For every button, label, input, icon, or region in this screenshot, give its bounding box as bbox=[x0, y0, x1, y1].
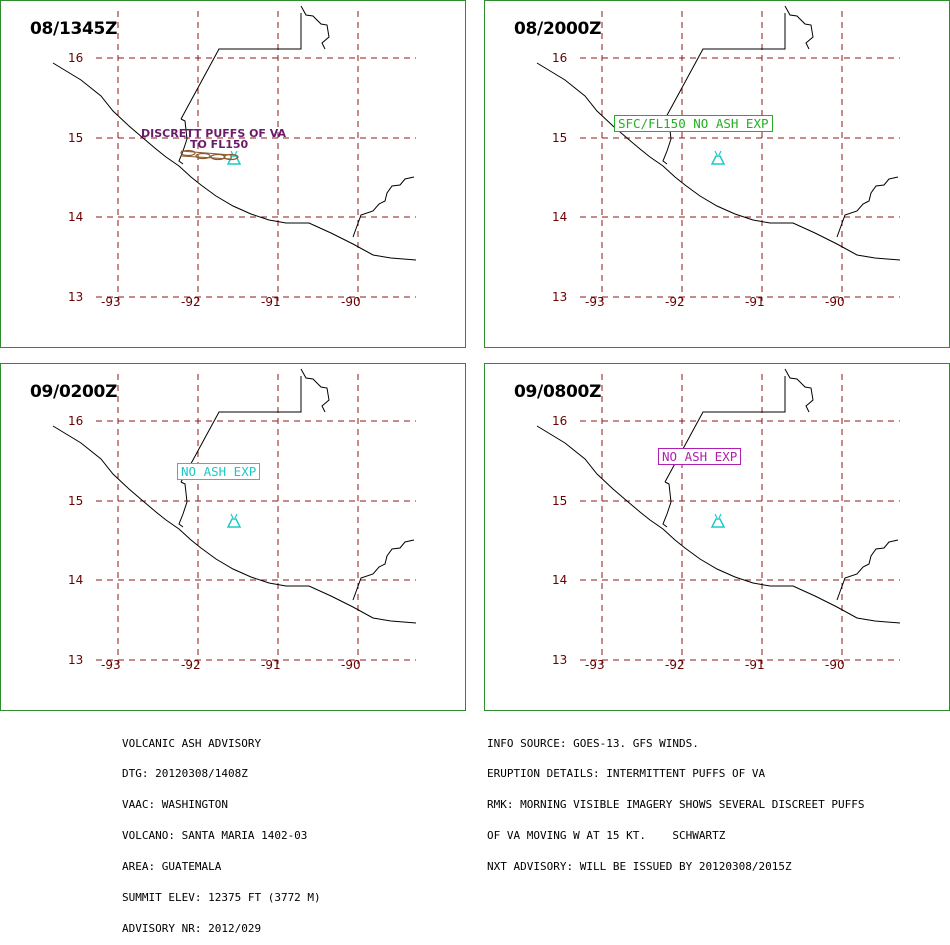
ash-puff bbox=[195, 152, 211, 160]
longitude-label: -90 bbox=[341, 295, 361, 309]
country-border bbox=[664, 376, 786, 483]
longitude-label: -90 bbox=[825, 295, 845, 309]
longitude-label: -91 bbox=[745, 295, 765, 309]
latitude-label: 14 bbox=[68, 210, 84, 224]
longitude-label: -92 bbox=[181, 295, 201, 309]
longitude-label: -90 bbox=[825, 658, 845, 672]
advisory-info-left: VOLCANIC ASH ADVISORY DTG: 20120308/1408… bbox=[122, 718, 321, 945]
advisory-line: INFO SOURCE: GOES-13. GFS WINDS. bbox=[487, 736, 699, 750]
panel-time-title: 08/1345Z bbox=[30, 19, 118, 39]
advisory-line: OF VA MOVING W AT 15 KT. SCHWARTZ bbox=[487, 829, 726, 843]
country-border bbox=[352, 176, 415, 238]
latitude-label: 16 bbox=[552, 414, 568, 428]
ash-puff bbox=[210, 153, 226, 161]
latitude-label: 13 bbox=[68, 653, 84, 667]
latitude-label: 14 bbox=[552, 573, 568, 587]
advisory-line: VAAC: WASHINGTON bbox=[122, 798, 228, 812]
ash-forecast-label: NO ASH EXP bbox=[177, 463, 261, 480]
longitude-label: -92 bbox=[181, 658, 201, 672]
latitude-label: 14 bbox=[68, 573, 84, 587]
advisory-line: SUMMIT ELEV: 12375 FT (3772 M) bbox=[122, 891, 321, 905]
latitude-label: 15 bbox=[552, 494, 568, 508]
map-panel-3: 09/0200Z NO ASH EXP 16 15 14 13 -93 -92 -91 -90 bbox=[0, 363, 466, 711]
country-border bbox=[352, 539, 415, 601]
latitude-label: 13 bbox=[552, 653, 568, 667]
panel-time-title: 08/2000Z bbox=[514, 19, 602, 39]
advisory-line: VOLCANIC ASH ADVISORY bbox=[122, 736, 262, 750]
ash-puff-outline bbox=[180, 150, 232, 160]
ash-forecast-label: NO ASH EXP bbox=[658, 448, 742, 465]
map-panel-1: 08/1345Z DISCRETT PUFFS OF VA TO FL150 1… bbox=[0, 0, 466, 348]
country-border bbox=[178, 481, 188, 528]
country-border bbox=[300, 5, 330, 50]
ash-puff-area bbox=[180, 149, 239, 161]
country-border bbox=[784, 368, 814, 413]
country-border bbox=[300, 368, 330, 413]
country-border bbox=[178, 118, 188, 165]
advisory-line: DTG: 20120308/1408Z bbox=[122, 767, 248, 781]
latitude-label: 15 bbox=[552, 131, 568, 145]
map-canvas bbox=[536, 368, 901, 664]
latitude-label: 15 bbox=[68, 131, 84, 145]
country-border bbox=[784, 5, 814, 50]
latitude-label: 16 bbox=[68, 414, 84, 428]
latitude-label: 14 bbox=[552, 210, 568, 224]
advisory-line: ERUPTION DETAILS: INTERMITTENT PUFFS OF … bbox=[487, 767, 766, 781]
ash-forecast-label: SFC/FL150 NO ASH EXP bbox=[614, 115, 773, 132]
map-panel-4: 09/0800Z NO ASH EXP 16 15 14 13 -93 -92 -91 -90 bbox=[484, 363, 950, 711]
longitude-label: -93 bbox=[585, 658, 605, 672]
country-border bbox=[662, 481, 672, 528]
latitude-label: 16 bbox=[552, 51, 568, 65]
map-canvas bbox=[52, 368, 417, 664]
volcano-icon bbox=[710, 513, 726, 528]
latitude-label: 16 bbox=[68, 51, 84, 65]
map-canvas bbox=[536, 5, 901, 301]
country-border bbox=[836, 539, 899, 601]
longitude-label: -93 bbox=[101, 295, 121, 309]
map-panel-2: 08/2000Z SFC/FL150 NO ASH EXP 16 15 14 13 -9… bbox=[484, 0, 950, 348]
longitude-label: -92 bbox=[665, 658, 685, 672]
country-border bbox=[180, 13, 302, 120]
advisory-line: ADVISORY NR: 2012/029 bbox=[122, 921, 262, 935]
country-border bbox=[664, 13, 786, 120]
longitude-label: -91 bbox=[261, 295, 281, 309]
ash-annotation-line1: DISCRETT PUFFS OF VA bbox=[141, 127, 287, 140]
latitude-label: 13 bbox=[552, 290, 568, 304]
coastline bbox=[52, 425, 417, 624]
coastline bbox=[536, 62, 901, 261]
longitude-label: -91 bbox=[745, 658, 765, 672]
country-border bbox=[836, 176, 899, 238]
country-border bbox=[180, 376, 302, 483]
coastline bbox=[536, 425, 901, 624]
ash-annotation-line2: TO FL150 bbox=[190, 138, 249, 151]
panel-time-title: 09/0200Z bbox=[30, 382, 118, 402]
advisory-line: VOLCANO: SANTA MARIA 1402-03 bbox=[122, 829, 308, 843]
latitude-label: 15 bbox=[68, 494, 84, 508]
longitude-label: -93 bbox=[585, 295, 605, 309]
longitude-label: -90 bbox=[341, 658, 361, 672]
advisory-line: RMK: MORNING VISIBLE IMAGERY SHOWS SEVER… bbox=[487, 798, 865, 812]
longitude-label: -91 bbox=[261, 658, 281, 672]
panel-time-title: 09/0800Z bbox=[514, 382, 602, 402]
advisory-line: AREA: GUATEMALA bbox=[122, 860, 222, 874]
latitude-label: 13 bbox=[68, 290, 84, 304]
coastline bbox=[52, 62, 417, 261]
volcano-icon bbox=[710, 150, 726, 165]
ash-puff bbox=[180, 149, 196, 157]
volcano-icon bbox=[226, 513, 242, 528]
longitude-label: -92 bbox=[665, 295, 685, 309]
map-canvas bbox=[52, 5, 417, 301]
longitude-label: -93 bbox=[101, 658, 121, 672]
advisory-line: NXT ADVISORY: WILL BE ISSUED BY 20120308… bbox=[487, 860, 792, 874]
advisory-info-right: INFO SOURCE: GOES-13. GFS WINDS. ERUPTIO… bbox=[487, 718, 865, 883]
